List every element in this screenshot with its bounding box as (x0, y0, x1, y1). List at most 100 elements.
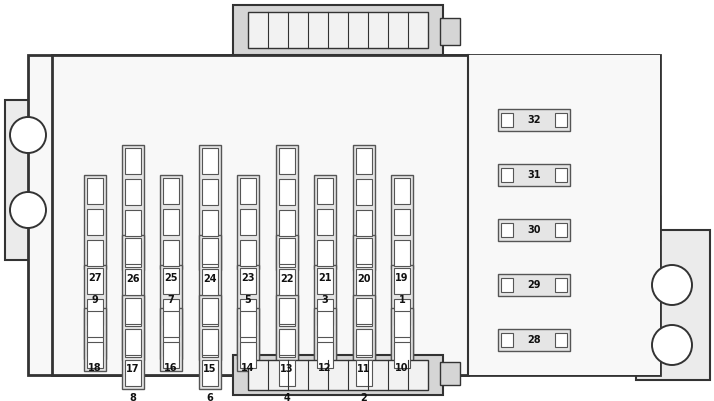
Text: 4: 4 (283, 393, 291, 401)
Bar (202, 179, 218, 205)
Bar (202, 329, 218, 355)
Bar (160, 308, 182, 371)
Bar (87, 299, 103, 325)
Bar (356, 179, 372, 205)
Bar (233, 5, 443, 55)
Bar (87, 268, 103, 294)
Bar (317, 330, 333, 356)
Bar (202, 269, 218, 295)
Bar (279, 241, 295, 267)
Bar (199, 145, 221, 270)
Bar (279, 269, 295, 295)
Bar (353, 235, 375, 360)
Bar (163, 299, 179, 325)
Text: 3: 3 (321, 295, 328, 305)
Bar (314, 175, 336, 269)
Bar (279, 300, 295, 326)
Text: 10: 10 (396, 363, 408, 373)
Bar (276, 295, 298, 389)
Bar (125, 331, 141, 357)
Bar (233, 355, 443, 395)
Bar (160, 265, 182, 359)
Bar (87, 209, 103, 235)
Bar (237, 175, 259, 269)
Bar (356, 331, 372, 357)
Circle shape (10, 117, 46, 153)
Bar (440, 362, 460, 385)
Bar (636, 195, 660, 240)
Bar (240, 311, 256, 337)
Bar (394, 240, 410, 266)
Bar (163, 178, 179, 204)
Text: 23: 23 (241, 273, 255, 283)
Bar (240, 268, 256, 294)
Bar (498, 109, 570, 131)
Bar (240, 342, 256, 368)
Bar (555, 168, 567, 182)
Text: 13: 13 (281, 364, 293, 374)
Text: 32: 32 (527, 115, 540, 125)
Text: 14: 14 (241, 363, 255, 373)
Bar (279, 329, 295, 355)
Bar (87, 311, 103, 337)
Bar (356, 210, 372, 236)
Bar (125, 298, 141, 324)
Bar (356, 269, 372, 295)
Bar (317, 342, 333, 368)
Text: 29: 29 (527, 280, 540, 290)
Text: 18: 18 (89, 363, 102, 373)
Text: 8: 8 (129, 393, 136, 401)
Bar (279, 148, 295, 174)
Bar (240, 240, 256, 266)
Bar (356, 298, 372, 324)
Bar (199, 295, 221, 389)
Text: 12: 12 (318, 363, 332, 373)
Bar (125, 300, 141, 326)
Bar (356, 238, 372, 264)
Text: 7: 7 (168, 295, 174, 305)
Bar (87, 342, 103, 368)
Bar (5, 100, 52, 260)
Bar (202, 331, 218, 357)
Text: 2: 2 (361, 393, 368, 401)
Bar (240, 209, 256, 235)
Bar (394, 311, 410, 337)
Bar (498, 164, 570, 186)
Bar (28, 55, 660, 375)
Bar (199, 235, 221, 360)
Circle shape (10, 192, 46, 228)
Text: 9: 9 (91, 295, 99, 305)
Text: 19: 19 (396, 273, 408, 283)
Bar (240, 299, 256, 325)
Bar (314, 265, 336, 359)
Bar (501, 168, 513, 182)
Bar (276, 145, 298, 270)
Bar (240, 330, 256, 356)
Bar (125, 329, 141, 355)
Bar (314, 308, 336, 371)
Bar (84, 308, 106, 371)
Bar (468, 55, 660, 375)
Bar (356, 360, 372, 386)
Bar (160, 175, 182, 269)
Text: 27: 27 (89, 273, 102, 283)
Bar (394, 209, 410, 235)
Bar (440, 18, 460, 45)
Bar (84, 265, 106, 359)
Text: 28: 28 (527, 335, 540, 345)
Text: 6: 6 (206, 393, 213, 401)
Bar (163, 311, 179, 337)
Bar (501, 113, 513, 127)
Text: 1: 1 (398, 295, 406, 305)
Bar (125, 179, 141, 205)
Bar (84, 175, 106, 269)
Bar (248, 360, 428, 390)
Bar (202, 360, 218, 386)
Bar (163, 240, 179, 266)
Bar (394, 299, 410, 325)
Text: 20: 20 (357, 274, 371, 284)
Bar (237, 308, 259, 371)
Text: 25: 25 (164, 273, 178, 283)
Bar (202, 148, 218, 174)
Bar (501, 223, 513, 237)
